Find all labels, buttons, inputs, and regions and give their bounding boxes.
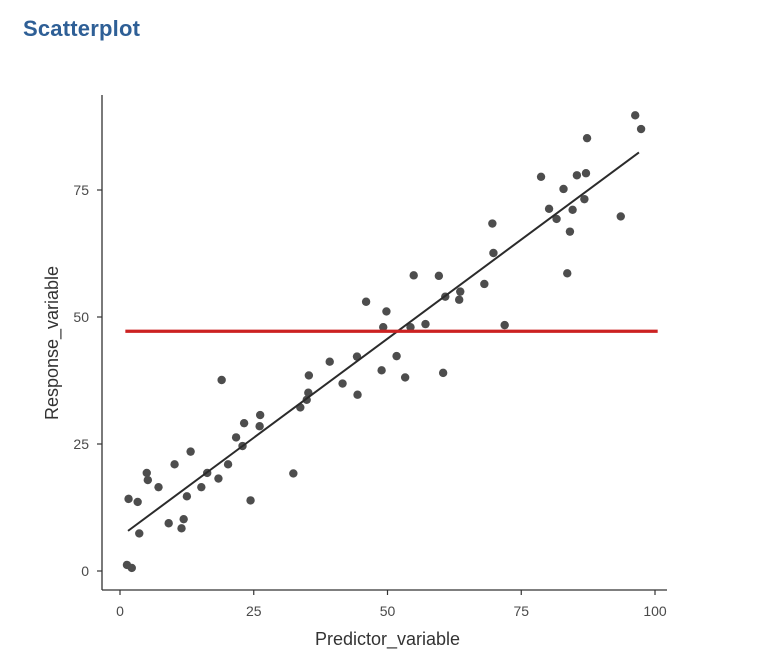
- data-point: [133, 497, 142, 507]
- data-point: [325, 357, 334, 366]
- data-point: [544, 204, 554, 213]
- data-point: [217, 375, 226, 385]
- data-point: [214, 474, 223, 483]
- data-point: [392, 351, 401, 361]
- x-tick-label: 0: [116, 603, 124, 619]
- data-point: [197, 482, 206, 492]
- data-point: [338, 379, 347, 388]
- x-tick-label: 100: [643, 603, 667, 619]
- data-point: [127, 563, 136, 573]
- data-point: [631, 111, 640, 120]
- data-point: [409, 271, 418, 280]
- y-axis-title: Response_variable: [42, 266, 63, 420]
- data-point: [382, 307, 391, 316]
- data-point: [304, 371, 314, 380]
- data-point: [434, 271, 444, 281]
- y-tick-label: 25: [73, 436, 89, 452]
- regression-line: [127, 151, 640, 532]
- data-point: [565, 227, 575, 236]
- data-point: [142, 468, 151, 478]
- data-point: [124, 494, 133, 504]
- data-point: [400, 373, 410, 382]
- data-point: [135, 529, 144, 538]
- data-point: [536, 172, 546, 181]
- data-point: [239, 418, 249, 428]
- data-point: [559, 184, 568, 194]
- x-tick-label: 50: [380, 603, 396, 619]
- page-title: Scatterplot: [23, 16, 141, 41]
- data-point: [255, 422, 264, 431]
- data-point: [438, 368, 448, 378]
- data-point: [179, 514, 188, 524]
- data-point: [582, 133, 592, 143]
- y-ticks: 0 25 50 75: [73, 182, 102, 579]
- data-point: [361, 297, 371, 306]
- data-point: [143, 475, 153, 485]
- data-point: [568, 205, 577, 215]
- data-point: [170, 460, 179, 469]
- data-point: [552, 214, 561, 224]
- data-point: [563, 269, 572, 278]
- data-point: [379, 322, 388, 332]
- data-point: [177, 524, 186, 533]
- x-tick-label: 25: [246, 603, 262, 619]
- data-point: [231, 433, 241, 442]
- data-point: [255, 410, 265, 420]
- data-point: [616, 212, 625, 221]
- data-point: [406, 322, 415, 332]
- data-point: [488, 219, 497, 228]
- axes: [101, 95, 667, 591]
- data-point: [456, 287, 465, 296]
- x-tick-label: 75: [513, 603, 529, 619]
- data-points: [122, 111, 646, 573]
- x-ticks: 0 25 50 75 100: [116, 590, 667, 619]
- x-axis-title: Predictor_variable: [315, 629, 460, 650]
- data-point: [186, 447, 195, 456]
- data-point: [454, 295, 464, 304]
- data-point: [421, 319, 430, 329]
- data-point: [480, 279, 489, 289]
- data-point: [353, 390, 362, 399]
- data-point: [182, 492, 192, 501]
- y-tick-label: 75: [73, 182, 89, 198]
- data-point: [636, 124, 646, 134]
- data-point: [289, 469, 298, 478]
- y-tick-label: 0: [81, 563, 89, 579]
- data-point: [246, 496, 255, 505]
- data-point: [581, 169, 591, 178]
- data-point: [377, 366, 386, 375]
- data-point: [500, 320, 509, 330]
- data-point: [154, 482, 163, 492]
- data-point: [164, 519, 173, 528]
- data-point: [572, 171, 582, 180]
- data-point: [580, 194, 589, 204]
- data-point: [489, 248, 498, 258]
- y-tick-label: 50: [73, 309, 89, 325]
- data-point: [223, 460, 233, 469]
